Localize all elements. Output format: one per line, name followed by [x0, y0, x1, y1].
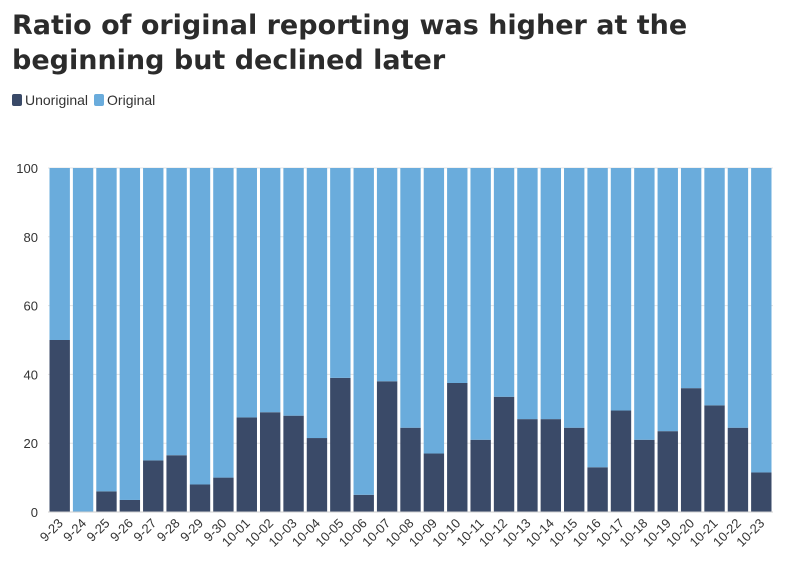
bar-original: [189, 168, 211, 485]
bar-unoriginal: [540, 419, 562, 512]
x-tick-label: 9-23: [37, 516, 66, 545]
legend-swatch-unoriginal: [12, 94, 22, 106]
x-tick-label: 9-24: [60, 516, 89, 545]
bar-unoriginal: [96, 491, 117, 512]
bar-unoriginal: [259, 412, 281, 512]
bar-original: [353, 168, 374, 495]
bar-unoriginal: [704, 405, 725, 512]
bar-original: [376, 168, 398, 382]
bar-original: [727, 168, 749, 428]
bar-unoriginal: [680, 388, 702, 512]
bar-original: [259, 168, 281, 413]
bar-original: [400, 168, 421, 428]
y-tick-label: 0: [31, 505, 38, 520]
bar-original: [564, 168, 585, 428]
bar-unoriginal: [376, 381, 398, 512]
bar-unoriginal: [330, 377, 351, 512]
y-tick-label: 40: [24, 367, 38, 382]
bar-unoriginal: [189, 484, 211, 512]
bar-unoriginal: [143, 460, 164, 512]
bar-original: [49, 168, 70, 340]
bar-original: [470, 168, 491, 440]
bar-original: [751, 168, 772, 473]
bar-unoriginal: [517, 419, 538, 512]
bar-unoriginal: [657, 431, 678, 512]
x-tick-label: 9-28: [154, 516, 183, 545]
y-tick-label: 60: [24, 299, 38, 314]
bar-original: [306, 168, 328, 439]
bar-original: [447, 168, 468, 383]
bar-unoriginal: [166, 455, 187, 512]
bar-original: [166, 168, 187, 456]
bar-unoriginal: [423, 453, 445, 512]
x-tick-label: 9-26: [107, 516, 136, 545]
legend-label-original: Original: [107, 92, 156, 108]
bar-unoriginal: [751, 472, 772, 512]
bar-unoriginal: [634, 439, 655, 512]
bar-unoriginal: [587, 467, 608, 512]
bar-original: [213, 168, 234, 478]
x-tick-label: 9-27: [130, 516, 159, 545]
bar-unoriginal: [470, 439, 491, 512]
bar-unoriginal: [213, 477, 234, 512]
bar-unoriginal: [236, 417, 257, 512]
bar-unoriginal: [610, 410, 632, 512]
bar-original: [634, 168, 655, 440]
legend-swatch-original: [94, 94, 105, 106]
chart-title: Ratio of original reporting was higher a…: [12, 10, 688, 76]
bar-original: [119, 168, 141, 500]
legend-item-unoriginal[interactable]: Unoriginal: [12, 92, 88, 108]
bar-unoriginal: [727, 427, 749, 512]
bar-original: [657, 168, 678, 432]
bar-original: [143, 168, 164, 461]
bar-original: [72, 168, 94, 512]
bar-original: [283, 168, 304, 416]
bar-original: [517, 168, 538, 420]
bar-unoriginal: [447, 383, 468, 512]
bar-unoriginal: [493, 396, 515, 512]
bar-original: [704, 168, 725, 406]
bar-original: [236, 168, 257, 418]
bar-unoriginal: [119, 499, 141, 512]
bar-original: [587, 168, 608, 468]
bar-original: [680, 168, 702, 389]
legend-item-original[interactable]: Original: [94, 92, 155, 108]
bar-original: [423, 168, 445, 454]
bar-original: [610, 168, 632, 411]
y-tick-label: 80: [24, 230, 38, 245]
bar-unoriginal: [353, 494, 374, 512]
y-tick-label: 20: [24, 436, 38, 451]
bar-unoriginal: [400, 427, 421, 512]
bar-unoriginal: [306, 438, 328, 512]
x-tick-label: 9-25: [84, 516, 113, 545]
legend-label-unoriginal: Unoriginal: [25, 92, 89, 108]
bar-original: [330, 168, 351, 378]
bar-original: [493, 168, 515, 397]
bar-unoriginal: [564, 427, 585, 512]
y-tick-label: 100: [16, 161, 38, 176]
x-tick-label: 9-29: [177, 516, 206, 545]
bar-original: [540, 168, 562, 420]
legend: Unoriginal Original: [12, 92, 161, 108]
bar-original: [96, 168, 117, 492]
bar-unoriginal: [49, 340, 70, 512]
bar-unoriginal: [283, 415, 304, 512]
